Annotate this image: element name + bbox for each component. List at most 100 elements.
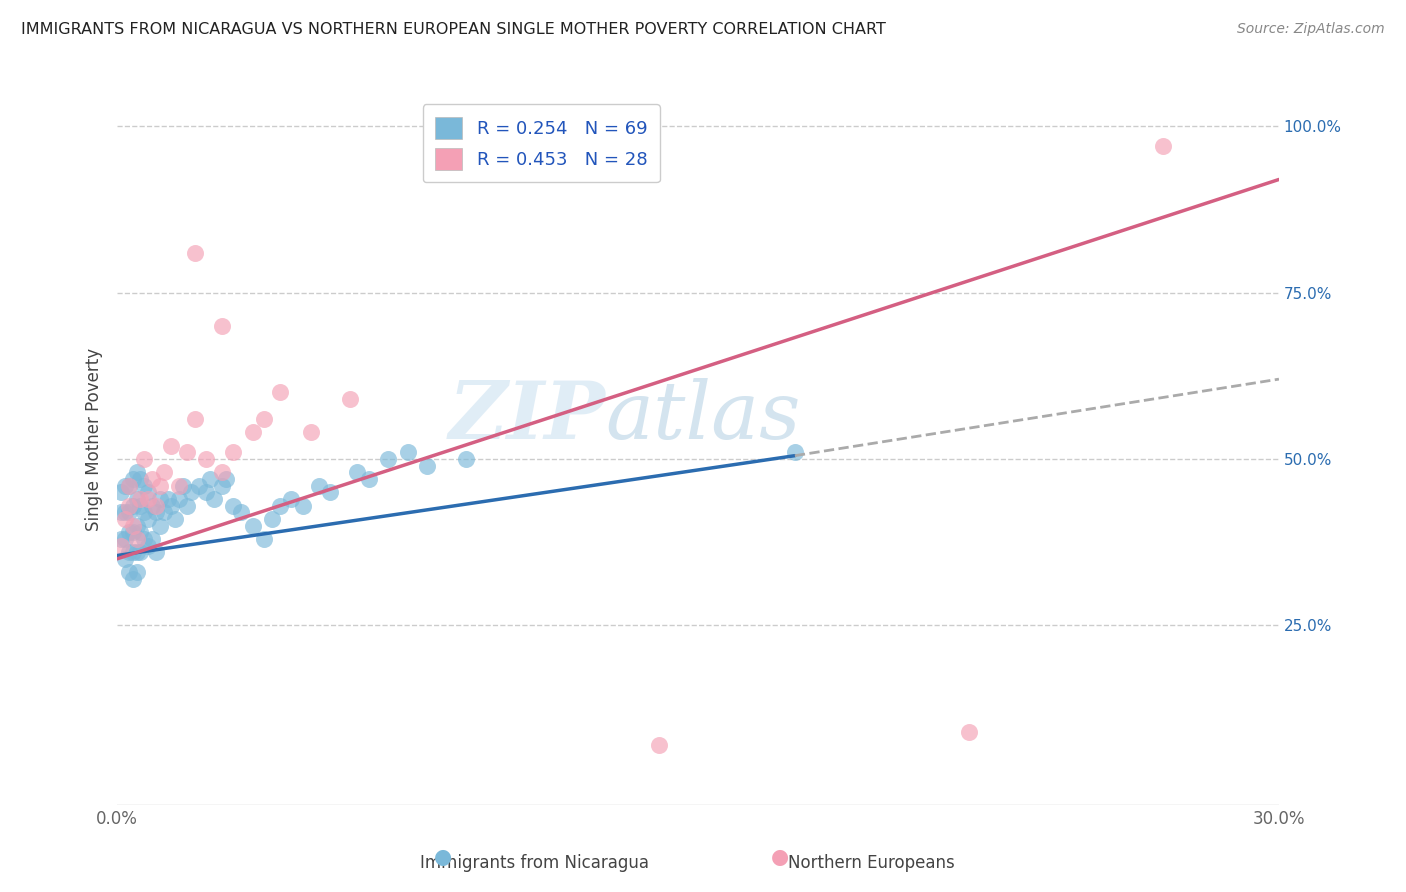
Point (125, 465, 148, 479)
Point (214, 472, 236, 486)
Point (118, 505, 141, 519)
Point (198, 472, 221, 486)
Point (136, 512, 159, 526)
Point (180, 485, 202, 500)
Point (396, 445, 419, 459)
Text: IMMIGRANTS FROM NICARAGUA VS NORTHERN EUROPEAN SINGLE MOTHER POVERTY CORRELATION: IMMIGRANTS FROM NICARAGUA VS NORTHERN EU… (21, 22, 886, 37)
Point (165, 512, 187, 526)
Point (167, 478, 190, 492)
Point (118, 478, 141, 492)
Point (319, 485, 342, 500)
Point (110, 539, 132, 553)
Point (141, 532, 163, 546)
Point (125, 532, 148, 546)
Y-axis label: Single Mother Poverty: Single Mother Poverty (86, 348, 103, 531)
Point (129, 472, 152, 486)
Text: atlas: atlas (605, 378, 800, 456)
Point (357, 472, 380, 486)
Point (299, 425, 322, 440)
Point (242, 425, 264, 440)
Text: ●: ● (434, 847, 451, 867)
Point (160, 499, 183, 513)
Point (136, 539, 159, 553)
Point (1152, 139, 1174, 153)
Point (253, 412, 276, 426)
Point (783, 445, 806, 459)
Point (172, 478, 194, 492)
Point (121, 525, 143, 540)
Point (152, 505, 174, 519)
Point (253, 532, 276, 546)
Point (141, 472, 163, 486)
Point (211, 318, 233, 333)
Point (136, 491, 159, 506)
Point (176, 499, 198, 513)
Point (156, 491, 179, 506)
Point (121, 472, 143, 486)
Point (129, 545, 152, 559)
Point (121, 499, 143, 513)
Point (149, 478, 172, 492)
Point (110, 485, 132, 500)
Point (118, 525, 141, 540)
Point (202, 491, 225, 506)
Point (454, 452, 477, 467)
Point (125, 518, 148, 533)
Point (145, 499, 167, 513)
Point (957, 724, 980, 739)
Point (118, 499, 141, 513)
Text: ●: ● (772, 847, 789, 867)
Point (118, 478, 141, 492)
Point (269, 385, 291, 400)
Point (183, 412, 205, 426)
Text: Source: ZipAtlas.com: Source: ZipAtlas.com (1237, 22, 1385, 37)
Point (648, 738, 671, 752)
Point (118, 565, 141, 579)
Point (134, 452, 156, 467)
Text: Northern Europeans: Northern Europeans (789, 855, 955, 872)
Legend: R = 0.254   N = 69, R = 0.453   N = 28: R = 0.254 N = 69, R = 0.453 N = 28 (423, 104, 659, 182)
Point (114, 551, 136, 566)
Point (118, 545, 141, 559)
Point (141, 499, 163, 513)
Point (136, 485, 159, 500)
Point (114, 505, 136, 519)
Point (308, 478, 330, 492)
Point (176, 445, 198, 459)
Point (195, 485, 218, 500)
Point (160, 439, 183, 453)
Point (377, 452, 399, 467)
Point (269, 499, 291, 513)
Point (134, 478, 156, 492)
Text: ZIP: ZIP (449, 378, 605, 456)
Point (134, 505, 156, 519)
Point (211, 478, 233, 492)
Point (167, 491, 190, 506)
Text: Immigrants from Nicaragua: Immigrants from Nicaragua (420, 855, 648, 872)
Point (229, 505, 252, 519)
Point (145, 505, 167, 519)
Point (280, 491, 302, 506)
Point (125, 565, 148, 579)
Point (211, 465, 233, 479)
Point (114, 532, 136, 546)
Point (125, 491, 148, 506)
Point (145, 545, 167, 559)
Point (149, 491, 172, 506)
Point (242, 518, 264, 533)
Point (110, 532, 132, 546)
Point (222, 445, 245, 459)
Point (262, 512, 284, 526)
Point (121, 572, 143, 586)
Point (129, 491, 152, 506)
Point (121, 545, 143, 559)
Point (149, 518, 172, 533)
Point (114, 478, 136, 492)
Point (222, 499, 245, 513)
Point (183, 245, 205, 260)
Point (134, 532, 156, 546)
Point (110, 505, 132, 519)
Point (187, 478, 209, 492)
Point (125, 545, 148, 559)
Point (121, 518, 143, 533)
